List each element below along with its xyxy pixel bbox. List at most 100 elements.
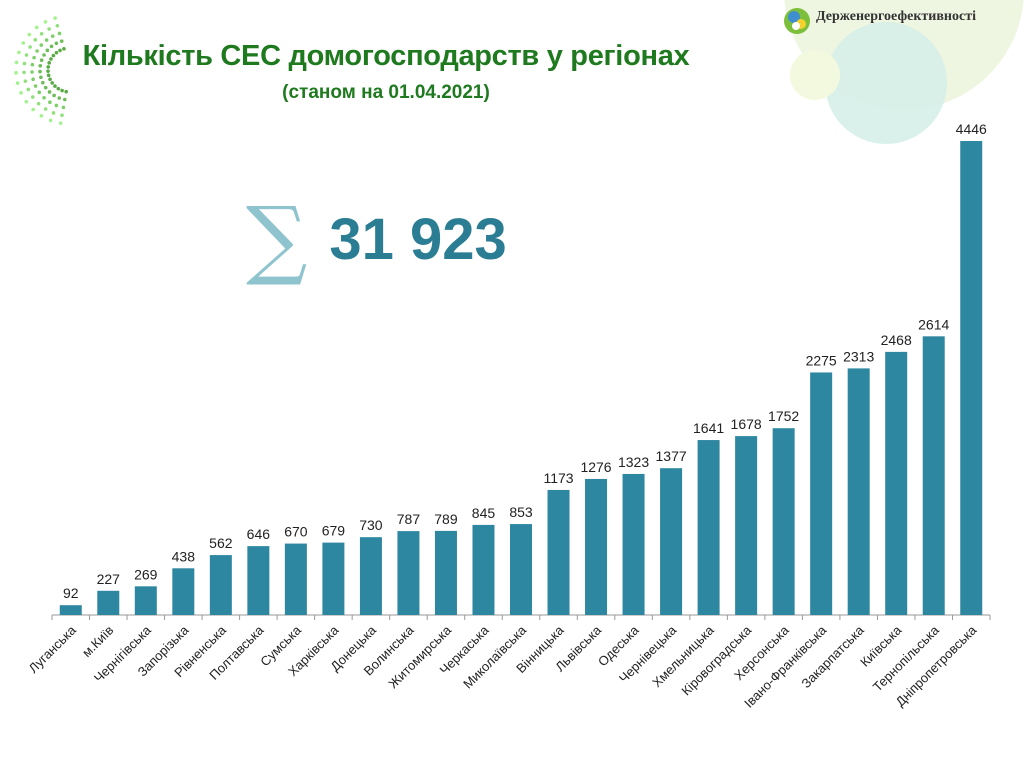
data-label: 2313 xyxy=(843,348,874,364)
bar xyxy=(434,530,457,615)
sun-rays-logo xyxy=(14,16,68,125)
sun-ray-dot xyxy=(35,49,39,53)
data-label: 845 xyxy=(472,505,496,521)
sun-ray-dot xyxy=(62,47,66,51)
total-summary: ∑ 31 923 xyxy=(246,196,507,282)
data-label: 853 xyxy=(509,504,533,520)
sun-ray-dot xyxy=(49,44,54,49)
data-label: 227 xyxy=(97,571,121,587)
bar xyxy=(322,542,345,615)
data-label: 787 xyxy=(397,511,421,527)
sun-ray-dot xyxy=(49,57,53,61)
sun-ray-dot xyxy=(33,84,38,88)
sun-ray-dot xyxy=(43,85,48,90)
category-label: Тернопільська xyxy=(870,622,943,695)
bar xyxy=(510,524,532,615)
data-label: 789 xyxy=(434,511,458,527)
decor-circle-mid xyxy=(825,22,947,144)
bar xyxy=(847,368,870,615)
bar xyxy=(247,546,270,615)
sun-ray-dot xyxy=(39,58,44,63)
brand-logo-icon xyxy=(784,8,810,34)
sun-ray-dot xyxy=(59,39,64,43)
sun-ray-dot xyxy=(48,118,53,123)
bar xyxy=(284,543,307,615)
sun-ray-dot xyxy=(30,95,35,99)
sun-ray-dot xyxy=(52,93,56,98)
sun-ray-dot xyxy=(24,99,29,104)
bar xyxy=(772,428,795,615)
bar xyxy=(735,436,758,615)
brand-name: Держенергоефективності xyxy=(816,9,976,24)
sun-ray-dot xyxy=(58,48,62,53)
data-label: 679 xyxy=(322,523,346,539)
bar xyxy=(660,468,683,615)
bar xyxy=(209,555,232,615)
sun-ray-dot xyxy=(46,65,51,69)
sun-ray-dot xyxy=(39,31,44,36)
bar xyxy=(59,605,82,615)
sun-ray-dot xyxy=(64,89,68,94)
sun-ray-dot xyxy=(47,27,51,31)
sun-ray-dot xyxy=(27,32,32,37)
sun-ray-dot xyxy=(54,103,59,108)
sun-ray-dot xyxy=(60,88,64,93)
bar xyxy=(97,590,120,615)
sun-ray-dot xyxy=(21,41,26,45)
sun-ray-dot xyxy=(31,107,35,112)
sun-ray-dot xyxy=(30,62,35,67)
data-label: 92 xyxy=(63,585,79,601)
bar xyxy=(172,568,195,615)
sun-ray-dot xyxy=(58,121,63,125)
data-label: 730 xyxy=(359,517,383,533)
sun-ray-dot xyxy=(22,70,26,75)
sun-ray-dot xyxy=(48,100,52,105)
sun-ray-dot xyxy=(44,38,49,42)
sun-ray-dot xyxy=(38,69,42,74)
sun-ray-dot xyxy=(17,50,21,55)
sun-ray-dot xyxy=(55,23,60,28)
sigma-icon: ∑ xyxy=(246,189,308,289)
data-label: 1752 xyxy=(768,408,799,424)
sun-ray-dot xyxy=(31,77,35,81)
data-label: 4446 xyxy=(956,121,987,137)
data-label: 2275 xyxy=(806,352,837,368)
sun-ray-dot xyxy=(57,31,62,36)
bar xyxy=(885,351,908,615)
sun-ray-dot xyxy=(28,45,32,49)
decor-circle-small xyxy=(790,50,840,100)
data-label: 562 xyxy=(209,535,233,551)
sun-ray-dot xyxy=(50,34,55,38)
data-label: 670 xyxy=(284,524,308,540)
sun-ray-dot xyxy=(42,53,46,57)
data-label: 1323 xyxy=(618,454,649,470)
sun-ray-dot xyxy=(30,70,34,74)
sun-ray-dot xyxy=(48,77,52,82)
bar xyxy=(359,537,382,615)
sun-ray-dot xyxy=(43,107,48,111)
data-label: 2468 xyxy=(881,332,912,348)
sun-ray-dot xyxy=(56,86,61,91)
sun-ray-dot xyxy=(57,96,62,100)
category-label: Луганська xyxy=(25,622,79,676)
sun-ray-dot xyxy=(19,91,23,95)
sun-ray-dot xyxy=(62,97,67,102)
sun-ray-dot xyxy=(37,90,42,95)
sun-ray-dot xyxy=(38,64,43,68)
sun-ray-dot xyxy=(36,101,41,106)
sun-ray-dot xyxy=(45,48,50,53)
sun-ray-dot xyxy=(43,20,48,24)
sun-ray-dot xyxy=(24,53,29,57)
page-title: Кількість СЕС домогосподарств у регіонах xyxy=(82,40,690,72)
sun-ray-dot xyxy=(47,61,51,65)
sun-ray-dot xyxy=(14,60,19,65)
sun-ray-dot xyxy=(60,113,64,118)
bar xyxy=(922,336,945,615)
bar xyxy=(622,473,645,615)
sun-ray-dot xyxy=(46,69,50,73)
sun-ray-dot xyxy=(22,61,27,66)
bar xyxy=(697,440,720,615)
sun-ray-dot xyxy=(54,50,59,55)
sun-ray-dot xyxy=(53,84,57,88)
